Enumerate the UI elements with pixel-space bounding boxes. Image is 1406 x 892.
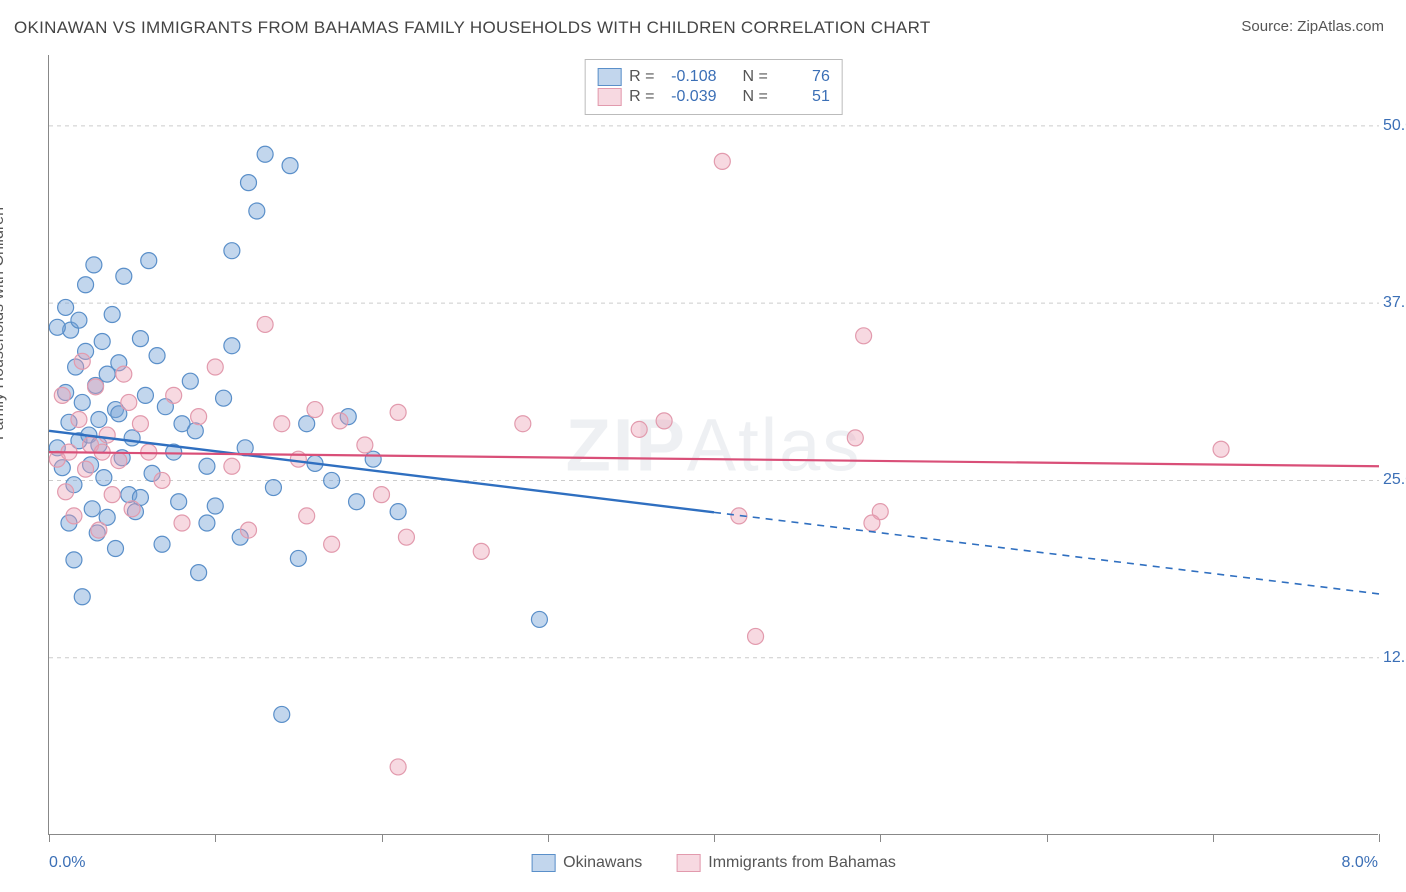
lines-layer bbox=[49, 55, 1378, 834]
legend-label: Okinawans bbox=[563, 854, 642, 872]
x-tick bbox=[1047, 834, 1048, 842]
x-tick bbox=[1213, 834, 1214, 842]
y-axis-label: Family Households with Children bbox=[0, 207, 8, 440]
n-label: N = bbox=[743, 88, 768, 106]
x-tick-label-max: 8.0% bbox=[1342, 854, 1378, 872]
x-tick bbox=[880, 834, 881, 842]
source-attribution: Source: ZipAtlas.com bbox=[1241, 18, 1384, 35]
x-tick bbox=[215, 834, 216, 842]
n-label: N = bbox=[743, 68, 768, 86]
r-value: -0.108 bbox=[663, 68, 717, 86]
y-tick-label: 50.0% bbox=[1383, 117, 1406, 135]
plot-area: ZIPAtlas R = -0.108 N = 76 R = -0.039 N … bbox=[48, 55, 1378, 835]
x-tick bbox=[1379, 834, 1380, 842]
correlation-legend: R = -0.108 N = 76 R = -0.039 N = 51 bbox=[584, 59, 843, 115]
legend-swatch-blue bbox=[531, 854, 555, 872]
legend-item: Okinawans bbox=[531, 854, 642, 872]
legend-swatch-pink bbox=[597, 88, 621, 106]
legend-label: Immigrants from Bahamas bbox=[708, 854, 896, 872]
x-tick bbox=[548, 834, 549, 842]
source-prefix: Source: bbox=[1241, 18, 1297, 35]
chart-title: OKINAWAN VS IMMIGRANTS FROM BAHAMAS FAMI… bbox=[14, 18, 931, 38]
x-tick bbox=[714, 834, 715, 842]
y-tick-label: 12.5% bbox=[1383, 649, 1406, 667]
r-value: -0.039 bbox=[663, 88, 717, 106]
x-tick bbox=[382, 834, 383, 842]
y-tick-label: 25.0% bbox=[1383, 471, 1406, 489]
legend-row: R = -0.039 N = 51 bbox=[597, 88, 830, 106]
trend-line-solid bbox=[49, 452, 1379, 466]
r-label: R = bbox=[629, 88, 654, 106]
r-label: R = bbox=[629, 68, 654, 86]
series-legend: Okinawans Immigrants from Bahamas bbox=[531, 854, 896, 872]
source-name: ZipAtlas.com bbox=[1297, 18, 1384, 35]
legend-swatch-blue bbox=[597, 68, 621, 86]
legend-item: Immigrants from Bahamas bbox=[676, 854, 896, 872]
legend-swatch-pink bbox=[676, 854, 700, 872]
trend-line-solid bbox=[49, 431, 714, 513]
legend-row: R = -0.108 N = 76 bbox=[597, 68, 830, 86]
y-tick-label: 37.5% bbox=[1383, 294, 1406, 312]
n-value: 76 bbox=[776, 68, 830, 86]
trend-line-dashed bbox=[714, 512, 1379, 594]
n-value: 51 bbox=[776, 88, 830, 106]
x-tick-label-min: 0.0% bbox=[49, 854, 85, 872]
x-tick bbox=[49, 834, 50, 842]
chart-container: OKINAWAN VS IMMIGRANTS FROM BAHAMAS FAMI… bbox=[0, 0, 1406, 892]
